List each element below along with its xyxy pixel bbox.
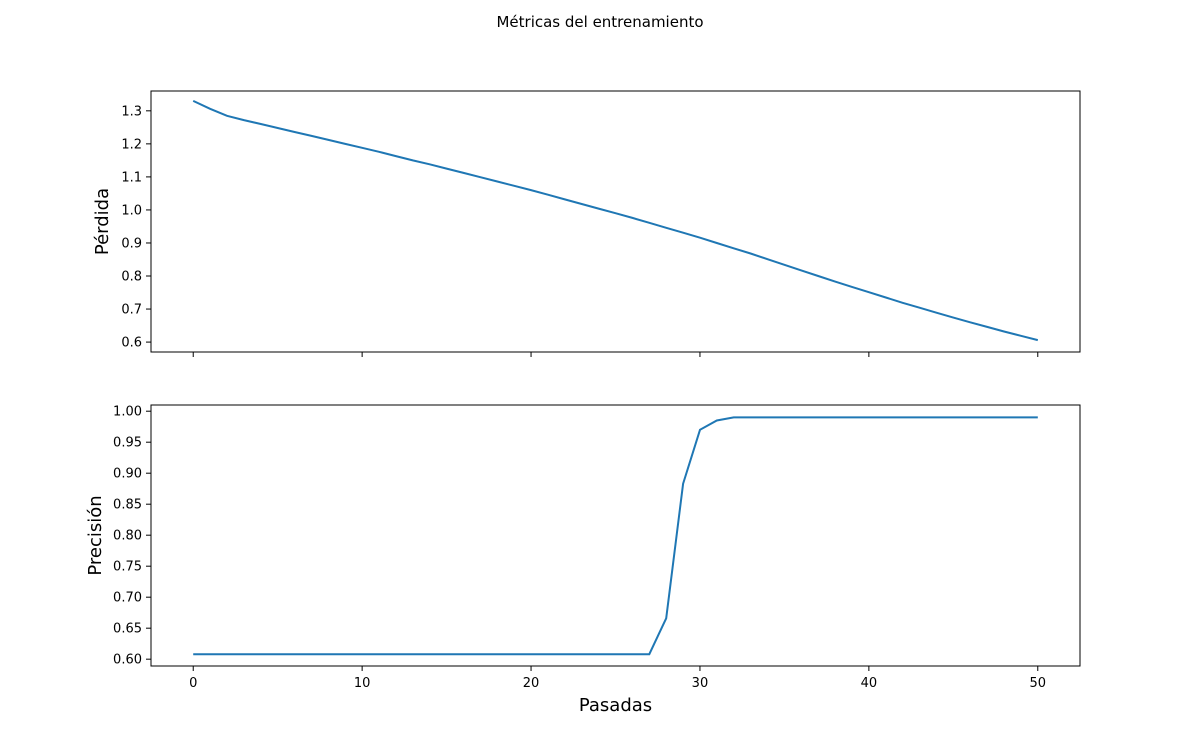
loss-y-axis-label: Pérdida — [92, 188, 113, 255]
accuracy-y-tick-label: 0.95 — [113, 436, 142, 451]
loss-plot-frame — [150, 90, 1081, 353]
accuracy-y-tick-label: 0.85 — [113, 498, 142, 513]
accuracy-y-axis-label: Precisión — [85, 495, 106, 575]
accuracy-y-tick-label: 0.90 — [113, 467, 142, 482]
accuracy-subplot: 0.60 0.65 0.70 0.75 0.80 0.85 0.90 0.95 1.00 0 10… — [85, 404, 1081, 716]
loss-y-tick-label: 1.1 — [121, 170, 142, 185]
accuracy-y-tick-label: 0.80 — [113, 529, 142, 544]
accuracy-y-axis: 0.60 0.65 0.70 0.75 0.80 0.85 0.90 0.95 1.00 — [113, 405, 151, 668]
accuracy-y-tick-label: 0.60 — [113, 653, 142, 668]
loss-y-tick-label: 1.2 — [121, 137, 142, 152]
accuracy-x-axis: 0 10 20 30 40 50 — [189, 666, 1046, 691]
accuracy-line — [193, 416, 1038, 656]
loss-line — [192, 99, 1039, 342]
loss-y-axis: 0.6 0.7 0.8 0.9 1.0 1.1 1.2 1.3 — [121, 104, 151, 351]
accuracy-x-tick-label: 20 — [523, 676, 540, 691]
loss-y-tick-label: 1.0 — [121, 203, 142, 218]
accuracy-plot-frame — [150, 404, 1081, 667]
accuracy-y-tick-label: 0.70 — [113, 591, 142, 606]
accuracy-x-tick-label: 10 — [354, 676, 371, 691]
accuracy-y-tick-label: 0.75 — [113, 560, 142, 575]
accuracy-y-tick-label: 0.65 — [113, 622, 142, 637]
accuracy-x-tick-label: 30 — [692, 676, 709, 691]
loss-y-tick-label: 0.9 — [121, 236, 142, 251]
accuracy-x-tick-label: 0 — [189, 676, 197, 691]
accuracy-x-axis-label: Pasadas — [579, 695, 652, 716]
loss-y-tick-label: 1.3 — [121, 104, 142, 119]
accuracy-x-tick-label: 40 — [861, 676, 878, 691]
loss-x-axis — [192, 352, 1039, 357]
loss-y-tick-label: 0.8 — [121, 270, 142, 285]
loss-y-tick-label: 0.6 — [121, 336, 142, 351]
figure-title: Métricas del entrenamiento — [496, 13, 703, 31]
loss-y-tick-label: 0.7 — [121, 303, 142, 318]
accuracy-y-tick-label: 1.00 — [113, 405, 142, 420]
accuracy-x-tick-label: 50 — [1029, 676, 1046, 691]
loss-subplot: 0.6 0.7 0.8 0.9 1.0 1.1 1.2 1.3 Pérdida — [92, 90, 1081, 357]
